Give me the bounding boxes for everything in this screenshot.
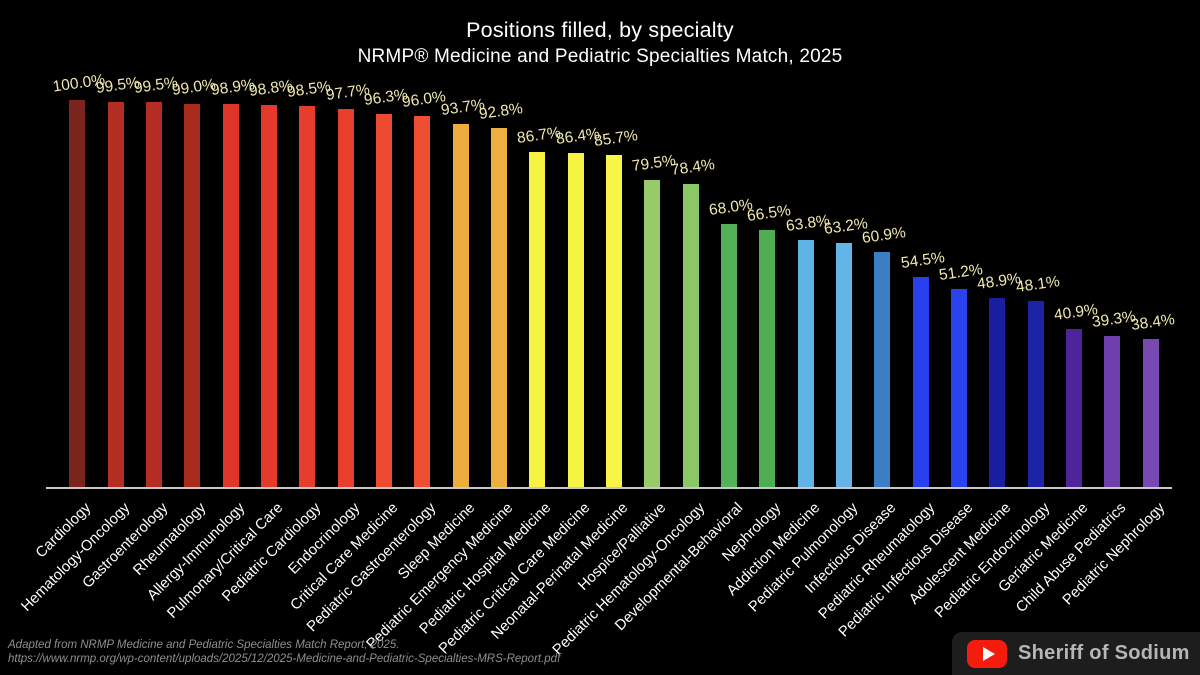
bar xyxy=(989,298,1006,488)
bar xyxy=(1066,329,1083,488)
bar xyxy=(1027,301,1044,488)
bar xyxy=(452,124,469,488)
bar xyxy=(682,183,699,488)
bar xyxy=(529,151,546,488)
bar xyxy=(260,104,277,488)
bar xyxy=(299,105,316,488)
bar xyxy=(337,108,354,488)
x-axis-line xyxy=(46,487,1172,489)
source-note: Adapted from NRMP Medicine and Pediatric… xyxy=(8,639,400,651)
bar xyxy=(69,100,86,488)
bar xyxy=(874,251,891,488)
bar xyxy=(1142,339,1159,488)
channel-name: Sheriff of Sodium xyxy=(1018,642,1190,664)
channel-watermark: Sheriff of Sodium xyxy=(952,632,1200,675)
bar xyxy=(375,114,392,488)
bar xyxy=(721,224,738,488)
source-url: https://www.nrmp.org/wp-content/uploads/… xyxy=(8,653,561,665)
bar xyxy=(222,104,239,488)
bar xyxy=(567,152,584,488)
bar xyxy=(145,101,162,488)
bar xyxy=(107,101,124,488)
play-triangle-icon xyxy=(982,646,995,661)
bar xyxy=(414,115,431,488)
youtube-play-icon xyxy=(967,639,1007,668)
bar xyxy=(836,242,853,488)
bar xyxy=(606,155,622,488)
bar xyxy=(644,179,661,488)
bar xyxy=(912,276,929,488)
bar xyxy=(797,240,814,488)
bar xyxy=(1104,335,1121,488)
bar xyxy=(759,229,776,488)
bar xyxy=(951,289,968,488)
bar xyxy=(490,127,507,488)
chart-title: Positions filled, by specialty xyxy=(466,18,734,42)
chart-subtitle: NRMP® Medicine and Pediatric Specialties… xyxy=(357,46,843,67)
bar xyxy=(184,103,201,488)
